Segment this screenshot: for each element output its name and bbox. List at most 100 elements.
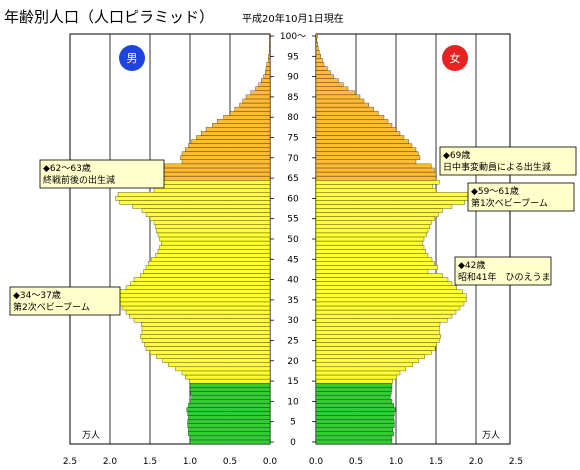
male-bar-age-82: [234, 106, 271, 112]
female-bar-age-99: [315, 37, 317, 43]
male-bar-age-23: [145, 346, 271, 351]
female-bar-age-11: [315, 395, 391, 400]
female-bar-age-33: [315, 305, 461, 311]
female-bar-age-16: [315, 374, 397, 380]
female-bar-age-25: [315, 338, 440, 343]
male-bar-age-60: [115, 196, 271, 201]
male-bar-age-48: [159, 244, 271, 250]
female-bar-age-98: [315, 41, 318, 47]
male-bar-age-13: [189, 387, 271, 392]
female-bar-age-64: [315, 179, 440, 185]
female-bar-age-9: [315, 403, 394, 408]
female-bar-age-65: [315, 175, 437, 181]
male-bar-age-75: [196, 135, 271, 140]
male-bar-age-35: [116, 297, 271, 303]
female-bar-age-96: [315, 50, 320, 55]
female-bars: [315, 33, 470, 445]
age-tick-label: 75: [287, 134, 298, 144]
female-bar-age-72: [315, 147, 417, 152]
female-bar-age-37: [315, 289, 463, 294]
male-bar-age-0: [189, 439, 271, 445]
male-bar-age-47: [157, 248, 271, 254]
male-bar-age-51: [157, 232, 271, 238]
male-bar-age-66: [156, 171, 271, 177]
female-bar-age-93: [315, 62, 325, 67]
male-bar-age-31: [129, 313, 271, 319]
male-bar-age-56: [145, 212, 271, 217]
female-bar-age-60: [315, 196, 470, 201]
male-bar-age-38: [125, 285, 271, 290]
male-bar-age-100: [269, 33, 271, 39]
female-bar-age-84: [315, 98, 365, 104]
female-bar-age-28: [315, 326, 440, 331]
female-bar-age-63: [315, 184, 433, 189]
female-bar-age-47: [315, 248, 426, 254]
female-bar-age-86: [315, 90, 355, 96]
age-tick-label: 25: [287, 336, 298, 346]
x-tick-label-male: 1.0: [183, 457, 198, 467]
female-bar-age-53: [315, 224, 430, 230]
male-bar-age-45: [151, 257, 271, 262]
male-bar-age-10: [189, 399, 271, 404]
annotation-text: 終戦前後の出生減: [43, 174, 115, 186]
age-tick-label: 60: [287, 194, 299, 204]
female-bar-age-41: [315, 273, 443, 278]
female-bar-age-17: [315, 370, 401, 376]
male-bar-age-74: [191, 139, 271, 144]
male-bar-age-98: [269, 41, 271, 47]
female-bar-age-76: [315, 131, 401, 136]
unit-label-male: 万人: [82, 430, 100, 441]
male-bar-age-70: [180, 155, 271, 160]
female-bar-age-67: [315, 167, 435, 173]
male-bar-age-30: [133, 318, 271, 323]
age-tick-label: 40: [287, 276, 299, 286]
annotation-box: [39, 159, 165, 189]
female-bar-age-81: [315, 110, 379, 116]
male-bar-age-86: [250, 90, 271, 96]
male-bar-age-73: [188, 143, 271, 148]
female-bar-age-75: [315, 135, 405, 140]
male-bar-age-93: [266, 62, 271, 67]
female-bar-age-50: [315, 236, 425, 242]
male-bar-age-32: [125, 309, 271, 315]
female-bar-age-2: [315, 431, 394, 437]
female-bar-age-51: [315, 232, 427, 238]
male-bar-age-67: [159, 167, 271, 173]
female-bar-age-70: [315, 155, 421, 160]
female-bar-age-85: [315, 94, 361, 100]
female-bar-age-35: [315, 297, 467, 303]
female-bar-age-14: [315, 382, 393, 388]
male-bar-age-78: [212, 123, 271, 128]
male-bar-age-69: [181, 159, 271, 165]
male-bar-age-59: [119, 200, 271, 205]
male-bar-age-79: [217, 119, 271, 124]
annotation-box: [9, 286, 121, 316]
female-bar-age-89: [315, 78, 339, 83]
female-bar-age-78: [315, 123, 393, 128]
age-tick-label: 80: [287, 113, 299, 123]
male-bar-age-29: [141, 322, 271, 327]
male-bar-age-55: [149, 216, 271, 221]
male-bar-age-19: [168, 362, 271, 368]
female-bar-age-3: [315, 427, 393, 432]
male-bar-age-28: [141, 326, 271, 331]
female-bar-age-58: [315, 204, 453, 209]
annotation-text: ◆62～63歳: [43, 162, 91, 174]
female-bar-age-83: [315, 102, 369, 108]
male-bar-age-50: [159, 236, 271, 242]
female-bar-age-19: [315, 362, 413, 368]
male-bar-age-24: [144, 342, 271, 347]
male-bar-age-68: [164, 163, 271, 169]
unit-label-female: 万人: [482, 430, 500, 441]
male-bar-age-58: [132, 204, 271, 209]
male-bar-age-1: [189, 435, 271, 441]
female-circle: [442, 45, 468, 71]
female-bar-age-24: [315, 342, 437, 347]
female-bar-age-91: [315, 70, 331, 75]
female-bar-age-73: [315, 143, 413, 148]
male-bar-age-89: [261, 78, 271, 83]
male-bar-age-17: [181, 370, 271, 376]
female-bar-age-42: [315, 269, 429, 274]
male-bar-age-16: [185, 374, 271, 380]
